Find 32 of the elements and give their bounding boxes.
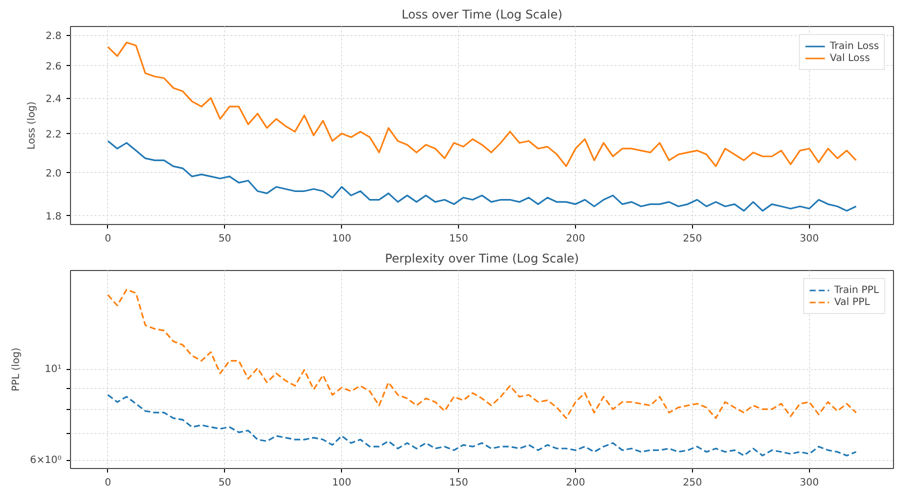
line-series: [107, 140, 857, 212]
x-tick-label: 100: [332, 234, 352, 244]
x-tick-label: 100: [332, 478, 352, 488]
x-tick-label: 250: [682, 478, 702, 488]
x-tick-label: 200: [566, 234, 586, 244]
x-tick-label: 150: [449, 234, 468, 244]
x-tick-label: 0: [104, 234, 112, 244]
x-tick-label: 250: [682, 234, 702, 244]
x-tick-label: 300: [800, 234, 819, 244]
x-tick-label: 300: [800, 478, 819, 488]
y-axis-title: Loss (log): [26, 101, 38, 150]
legend-label: Train Loss: [830, 40, 879, 52]
y-tick-label: 2.0: [46, 168, 62, 180]
legend-label: Val Loss: [830, 52, 870, 64]
y-axis-title: PPL (log): [11, 347, 22, 392]
x-tick-label: 50: [218, 478, 232, 488]
y-tick-label: 6×10⁰: [30, 455, 62, 466]
chart-title: Loss over Time (Log Scale): [402, 8, 562, 22]
y-tick-label: 2.2: [46, 129, 62, 140]
y-tick-label: 2.4: [46, 94, 62, 106]
legend-label: Train PPL: [834, 284, 879, 296]
y-tick-label: 1.8: [46, 211, 62, 222]
line-series: [107, 394, 857, 456]
legend-label: Val PPL: [834, 296, 870, 308]
x-tick-label: 0: [104, 478, 112, 488]
x-tick-label: 50: [218, 234, 232, 244]
x-tick-label: 150: [449, 478, 468, 488]
y-tick-label: 2.8: [46, 31, 62, 42]
y-tick-label: 2.6: [46, 61, 62, 72]
chart-title: Perplexity over Time (Log Scale): [385, 252, 579, 266]
y-tick-label: 10¹: [44, 364, 62, 375]
x-tick-label: 200: [566, 478, 586, 488]
